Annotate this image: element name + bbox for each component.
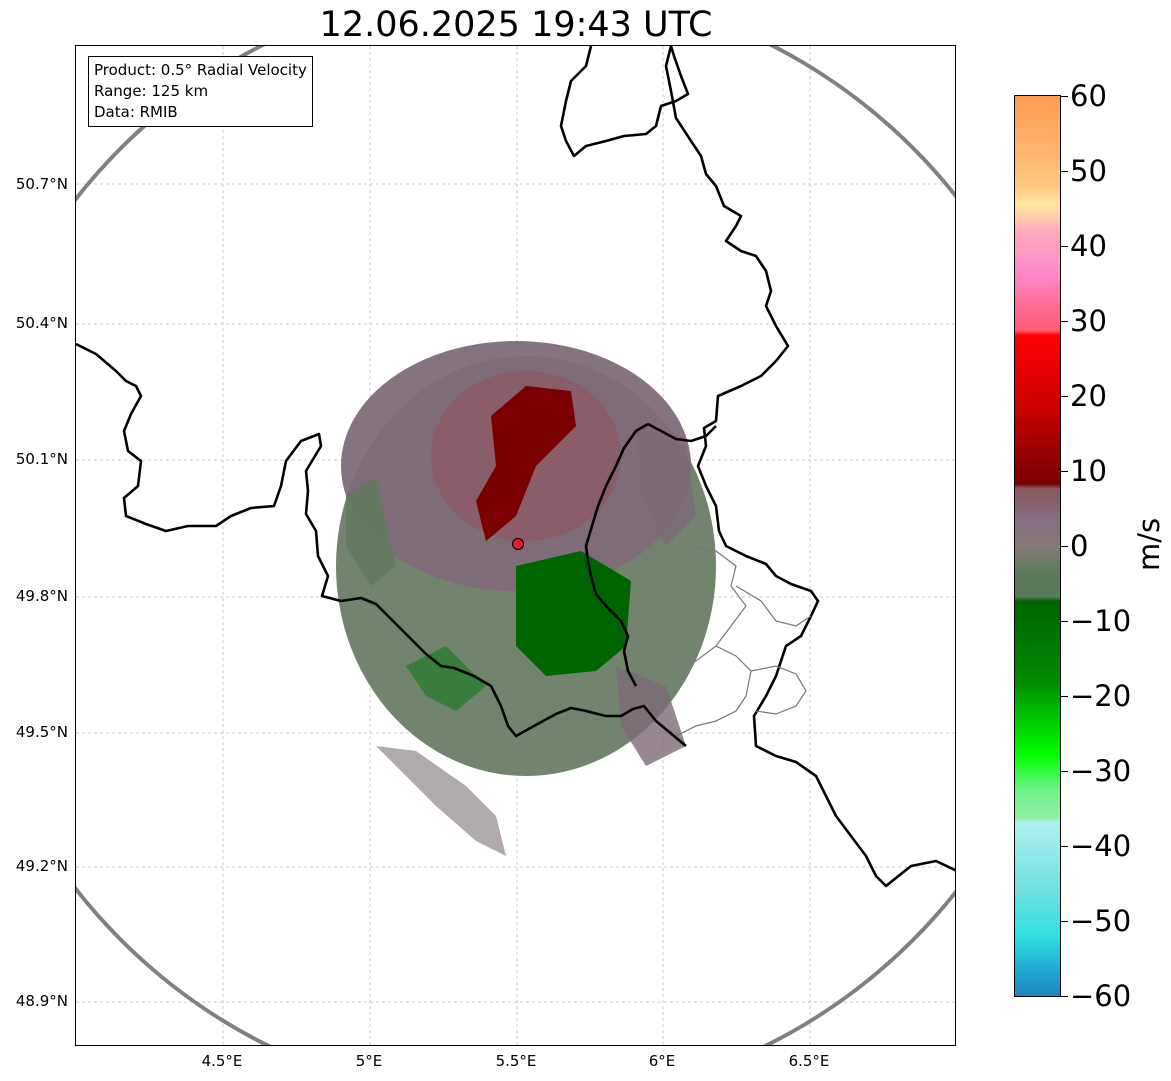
lat-label-49-8: 49.8°N bbox=[15, 587, 68, 605]
lon-label-6: 6°E bbox=[648, 1052, 676, 1070]
lon-label-4-5: 4.5°E bbox=[201, 1052, 243, 1070]
lat-label-48-9: 48.9°N bbox=[15, 992, 68, 1010]
data-source-label: Data: RMIB bbox=[94, 103, 178, 121]
lat-label-50-1: 50.1°N bbox=[15, 450, 68, 468]
lat-label-50-4: 50.4°N bbox=[15, 314, 68, 332]
product-info-box: Product: 0.5° Radial Velocity Range: 125… bbox=[88, 56, 313, 127]
colorbar-tick-minus-60: −60 bbox=[1070, 979, 1132, 1013]
lat-label-49-2: 49.2°N bbox=[15, 857, 68, 875]
lon-label-5: 5°E bbox=[355, 1052, 383, 1070]
country-borders bbox=[76, 46, 955, 888]
product-label: Product: 0.5° Radial Velocity bbox=[94, 61, 307, 79]
lat-label-50-7: 50.7°N bbox=[15, 175, 68, 193]
velocity-colorbar bbox=[1014, 95, 1061, 997]
colorbar-tick-minus-10: −10 bbox=[1070, 604, 1132, 638]
radar-site-marker bbox=[512, 538, 524, 550]
lat-label-49-5: 49.5°N bbox=[15, 723, 68, 741]
colorbar-tick-10: 10 bbox=[1070, 454, 1107, 488]
colorbar-tick-minus-20: −20 bbox=[1070, 679, 1132, 713]
chart-title: 12.06.2025 19:43 UTC bbox=[319, 5, 713, 45]
velocity-echoes bbox=[336, 341, 716, 856]
colorbar-tick-minus-30: −30 bbox=[1070, 754, 1132, 788]
colorbar-tick-50: 50 bbox=[1070, 154, 1107, 188]
region-boundaries bbox=[675, 545, 812, 737]
lon-label-6-5: 6.5°E bbox=[788, 1052, 830, 1070]
colorbar-tick-0: 0 bbox=[1070, 529, 1089, 563]
colorbar-tick-30: 30 bbox=[1070, 304, 1107, 338]
range-label: Range: 125 km bbox=[94, 82, 209, 100]
colorbar-tick-40: 40 bbox=[1070, 229, 1107, 263]
colorbar-tick-60: 60 bbox=[1070, 79, 1107, 113]
colorbar-tick-minus-40: −40 bbox=[1070, 829, 1132, 863]
colorbar-tick-20: 20 bbox=[1070, 379, 1107, 413]
lon-label-5-5: 5.5°E bbox=[495, 1052, 537, 1070]
colorbar-unit-label: m/s bbox=[1132, 517, 1166, 571]
radar-map[interactable] bbox=[75, 45, 956, 1046]
colorbar-tick-minus-50: −50 bbox=[1070, 904, 1132, 938]
